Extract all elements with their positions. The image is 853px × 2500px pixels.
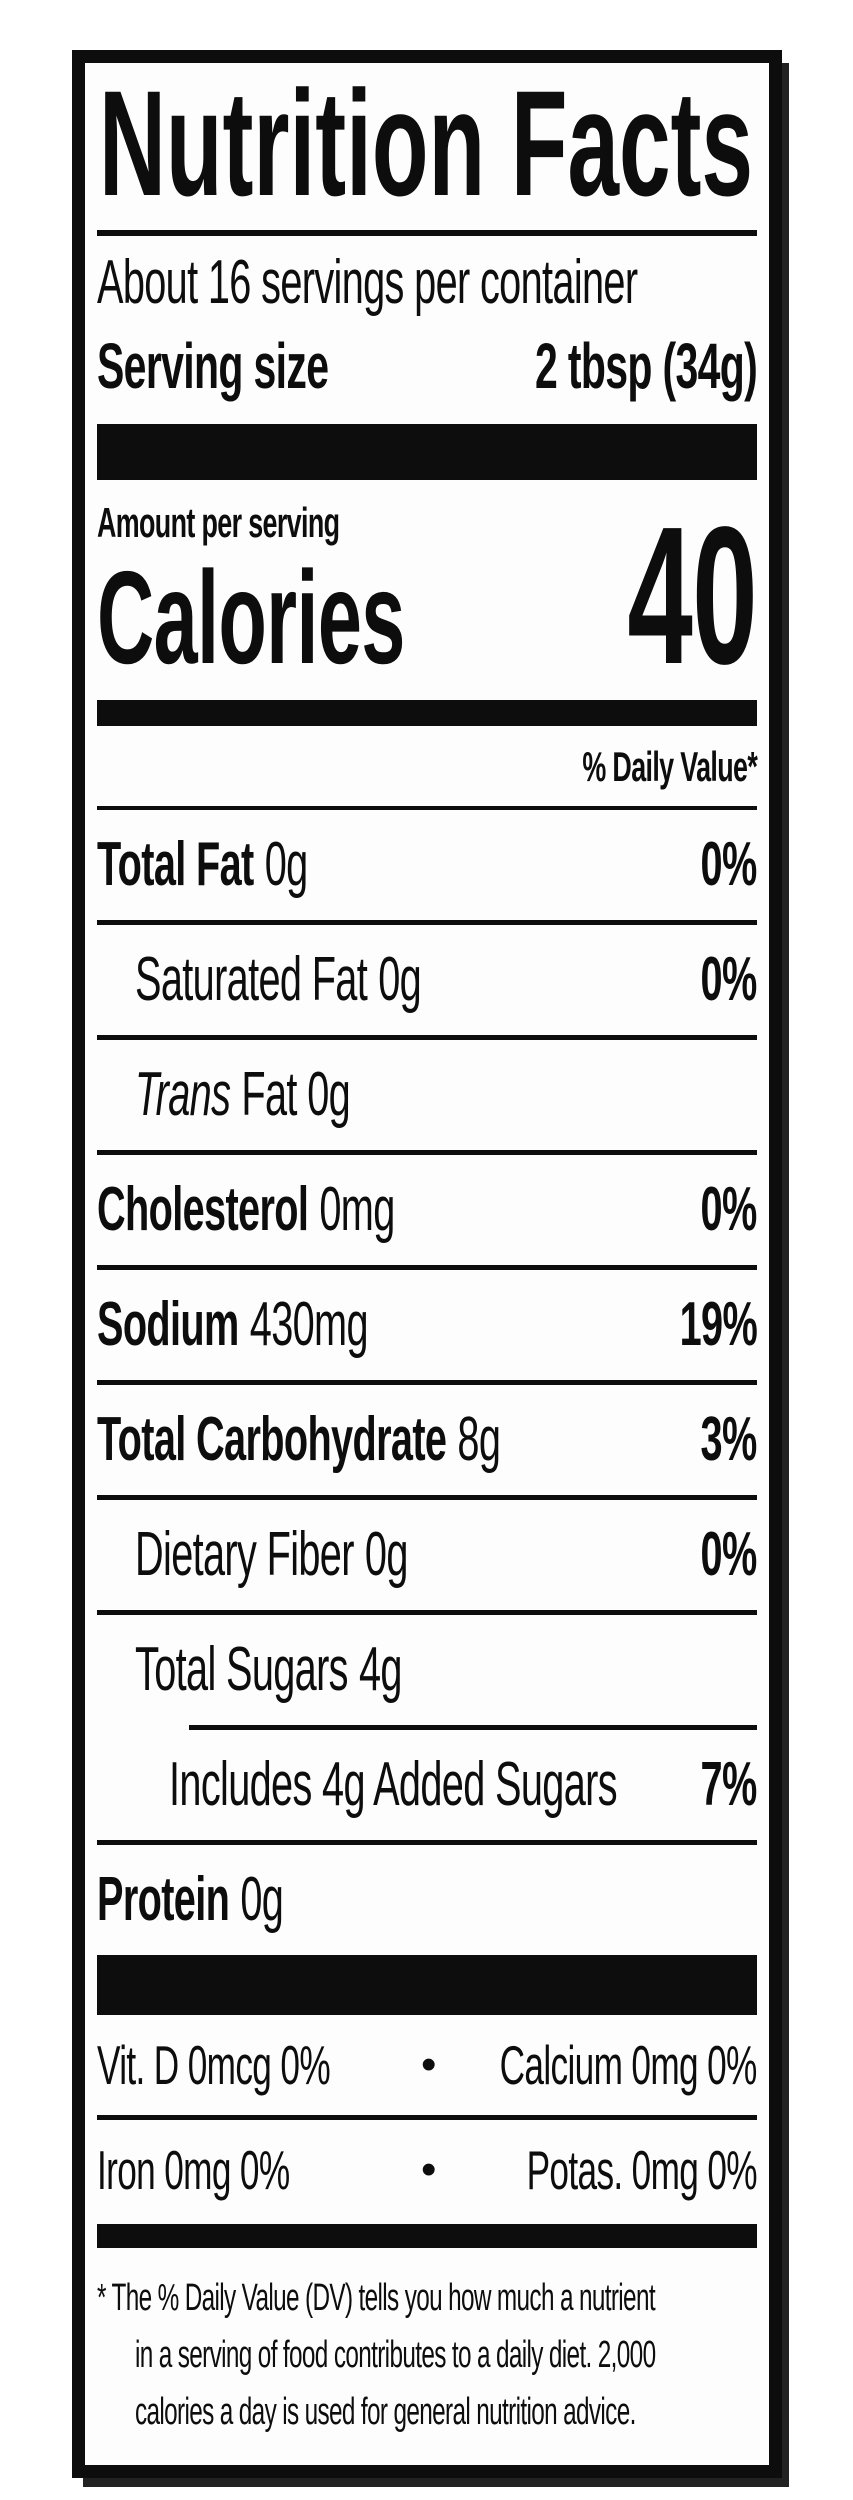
nutrient-amount: 0mg <box>319 1175 395 1244</box>
nutrient-name: Includes 4g Added Sugars <box>169 1750 618 1819</box>
nutrient-amount: 0g <box>378 945 422 1014</box>
row-total-sugars: Total Sugars 4g <box>97 1615 757 1725</box>
row-added-sugars: Includes 4g Added Sugars 7% <box>97 1730 758 1840</box>
bullet-separator: • <box>421 2145 437 2194</box>
calories-label: Calories <box>97 544 405 691</box>
nutrient-dv: 0% <box>700 1520 758 1589</box>
nutrient-name-italic: Trans <box>135 1060 231 1129</box>
nutrient-name: Sodium <box>97 1290 239 1359</box>
nutrient-amount: Fat 0g <box>241 1060 351 1129</box>
amount-per-serving-label: Amount per serving <box>97 499 340 546</box>
nutrient-amount: 4g <box>359 1635 402 1704</box>
micronutrient-left: Iron 0mg 0% <box>97 2139 290 2201</box>
row-divider-indented <box>189 1725 757 1730</box>
serving-size-label: Serving size <box>97 330 329 402</box>
calories-value: 40 <box>627 486 757 705</box>
footnote-line: * The % Daily Value (DV) tells you how m… <box>97 2277 656 2319</box>
row-protein: Protein 0g <box>97 1845 757 1955</box>
nutrient-name: Cholesterol <box>97 1175 309 1244</box>
row-sodium: Sodium 430mg 19% <box>97 1270 758 1380</box>
nutrient-amount: 0g <box>240 1865 284 1934</box>
calories-row: Calories 40 <box>97 498 758 694</box>
row-divider <box>97 1380 757 1385</box>
nutrient-amount: 0g <box>264 830 308 899</box>
row-total-fat: Total Fat 0g 0% <box>97 810 758 920</box>
row-cholesterol: Cholesterol 0mg 0% <box>97 1155 758 1265</box>
nutrient-name: Total Carbohydrate <box>97 1405 447 1474</box>
nutrient-amount: 8g <box>457 1405 501 1474</box>
title-block: Nutrition Facts <box>97 59 757 228</box>
servings-per-container-text: About 16 servings per container <box>97 248 638 317</box>
daily-value-divider <box>97 806 757 810</box>
thick-separator-bar-top <box>97 424 757 480</box>
micronutrient-right: Calcium 0mg 0% <box>499 2034 758 2096</box>
footnote: * The % Daily Value (DV) tells you how m… <box>97 2248 757 2441</box>
row-divider <box>97 1035 757 1040</box>
servings-per-container-line: About 16 servings per container <box>97 244 757 322</box>
nutrient-dv: 0% <box>700 945 758 1014</box>
row-divider <box>97 920 757 925</box>
nutrient-amount: 430mg <box>249 1290 369 1359</box>
nutrient-dv: 19% <box>679 1290 758 1359</box>
row-divider <box>97 1840 757 1845</box>
row-trans-fat: Trans Fat 0g <box>97 1040 757 1150</box>
row-saturated-fat: Saturated Fat 0g 0% <box>97 925 758 1035</box>
nutrient-dv: 0% <box>700 1175 758 1244</box>
nutrition-facts-panel: Nutrition Facts About 16 servings per co… <box>72 50 782 2478</box>
nutrient-dv: 7% <box>700 1750 758 1819</box>
page-title: Nutrition Facts <box>99 73 753 223</box>
footnote-line: calories a day is used for general nutri… <box>135 2391 636 2433</box>
row-divider <box>97 1150 757 1155</box>
row-divider <box>97 1265 757 1270</box>
micronutrient-right: Potas. 0mg 0% <box>526 2139 758 2201</box>
serving-size-line: Serving size 2 tbsp (34g) <box>97 322 758 410</box>
calories-separator-bar <box>97 700 757 726</box>
row-vitamin-d-calcium: Vit. D 0mcg 0% • Calcium 0mg 0% <box>97 2015 758 2115</box>
daily-value-header: % Daily Value* <box>582 743 757 790</box>
serving-size-value: 2 tbsp (34g) <box>534 330 758 402</box>
nutrient-name: Dietary Fiber <box>135 1520 354 1589</box>
nutrient-name: Protein <box>97 1865 230 1934</box>
thick-separator-bar-bottom <box>97 1955 757 2015</box>
row-divider <box>97 2115 757 2120</box>
micronutrient-left: Vit. D 0mcg 0% <box>97 2034 331 2096</box>
nutrient-name: Total Fat <box>97 830 254 899</box>
nutrient-amount: 0g <box>364 1520 408 1589</box>
footnote-separator-bar <box>97 2224 757 2248</box>
footnote-line: in a serving of food contributes to a da… <box>135 2334 656 2376</box>
nutrient-dv: 3% <box>700 1405 758 1474</box>
row-dietary-fiber: Dietary Fiber 0g 0% <box>97 1500 758 1610</box>
row-total-carbohydrate: Total Carbohydrate 8g 3% <box>97 1385 758 1495</box>
nutrient-name: Saturated Fat <box>135 945 368 1014</box>
nutrition-facts-title: Nutrition Facts <box>99 59 753 227</box>
bullet-separator: • <box>421 2040 437 2089</box>
nutrient-name: Total Sugars <box>135 1635 349 1704</box>
row-iron-potassium: Iron 0mg 0% • Potas. 0mg 0% <box>97 2120 758 2220</box>
title-divider <box>97 230 757 236</box>
row-divider <box>97 1495 757 1500</box>
row-divider <box>97 1610 757 1615</box>
nutrient-dv: 0% <box>700 830 758 899</box>
